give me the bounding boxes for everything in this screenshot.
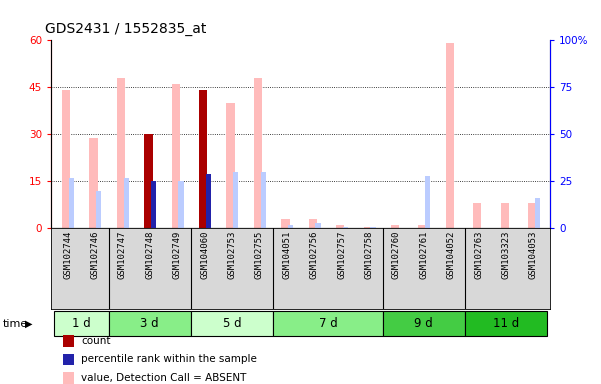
Text: GSM102753: GSM102753 — [228, 231, 236, 279]
Bar — [199, 91, 207, 228]
Bar — [446, 43, 454, 228]
Bar — [336, 225, 344, 228]
Bar — [364, 227, 372, 228]
Text: percentile rank within the sample: percentile rank within the sample — [81, 354, 257, 364]
Text: 5 d: 5 d — [222, 317, 241, 330]
Bar — [124, 178, 129, 228]
Text: GSM102744: GSM102744 — [63, 231, 72, 279]
Bar — [233, 172, 239, 228]
FancyBboxPatch shape — [383, 311, 465, 336]
Bar — [281, 219, 290, 228]
Bar — [144, 144, 153, 228]
Text: GSM102760: GSM102760 — [392, 231, 401, 279]
Bar — [343, 227, 348, 228]
FancyBboxPatch shape — [54, 311, 109, 336]
Bar — [172, 84, 180, 228]
Bar — [309, 219, 317, 228]
Text: value, Detection Call = ABSENT: value, Detection Call = ABSENT — [81, 373, 246, 383]
Bar — [90, 137, 98, 228]
Text: 9 d: 9 d — [415, 317, 433, 330]
Bar — [535, 199, 540, 228]
Bar — [418, 225, 427, 228]
Text: GSM102747: GSM102747 — [118, 231, 127, 279]
Text: GSM102757: GSM102757 — [337, 231, 346, 279]
FancyBboxPatch shape — [465, 311, 547, 336]
Text: GSM104060: GSM104060 — [200, 231, 209, 279]
Text: GSM102755: GSM102755 — [255, 231, 264, 279]
Text: 7 d: 7 d — [319, 317, 337, 330]
Bar — [199, 91, 207, 228]
Bar — [206, 174, 211, 228]
Text: 11 d: 11 d — [493, 317, 519, 330]
Bar — [288, 225, 293, 228]
Text: GDS2431 / 1552835_at: GDS2431 / 1552835_at — [45, 23, 207, 36]
Bar — [178, 182, 184, 228]
Text: 1 d: 1 d — [72, 317, 91, 330]
Bar — [528, 204, 536, 228]
Text: GSM104051: GSM104051 — [282, 231, 291, 279]
Text: GSM104052: GSM104052 — [447, 231, 456, 279]
Text: GSM102758: GSM102758 — [365, 231, 373, 279]
Bar — [117, 78, 125, 228]
Bar — [254, 78, 262, 228]
Text: GSM102748: GSM102748 — [145, 231, 154, 279]
Bar — [227, 103, 235, 228]
Text: 3 d: 3 d — [141, 317, 159, 330]
Text: GSM102763: GSM102763 — [474, 231, 483, 279]
Text: count: count — [81, 336, 111, 346]
Bar — [151, 182, 156, 228]
FancyBboxPatch shape — [109, 311, 191, 336]
FancyBboxPatch shape — [273, 311, 383, 336]
Text: GSM102756: GSM102756 — [310, 231, 319, 279]
Bar — [501, 204, 509, 228]
Bar — [370, 227, 376, 228]
Text: GSM104053: GSM104053 — [529, 231, 538, 279]
Bar — [151, 182, 156, 228]
Bar — [144, 134, 153, 228]
Bar — [206, 178, 211, 228]
Bar — [261, 172, 266, 228]
Text: GSM102749: GSM102749 — [172, 231, 182, 279]
Text: ▶: ▶ — [25, 318, 32, 329]
Bar — [96, 191, 102, 228]
Bar — [69, 178, 74, 228]
Bar — [62, 91, 70, 228]
Bar — [391, 225, 399, 228]
Bar — [316, 223, 321, 228]
FancyBboxPatch shape — [191, 311, 273, 336]
Text: GSM103323: GSM103323 — [502, 231, 511, 279]
Bar — [473, 204, 481, 228]
Text: GSM102746: GSM102746 — [90, 231, 99, 279]
Text: GSM102761: GSM102761 — [419, 231, 429, 279]
Bar — [425, 176, 430, 228]
Text: time: time — [3, 318, 28, 329]
